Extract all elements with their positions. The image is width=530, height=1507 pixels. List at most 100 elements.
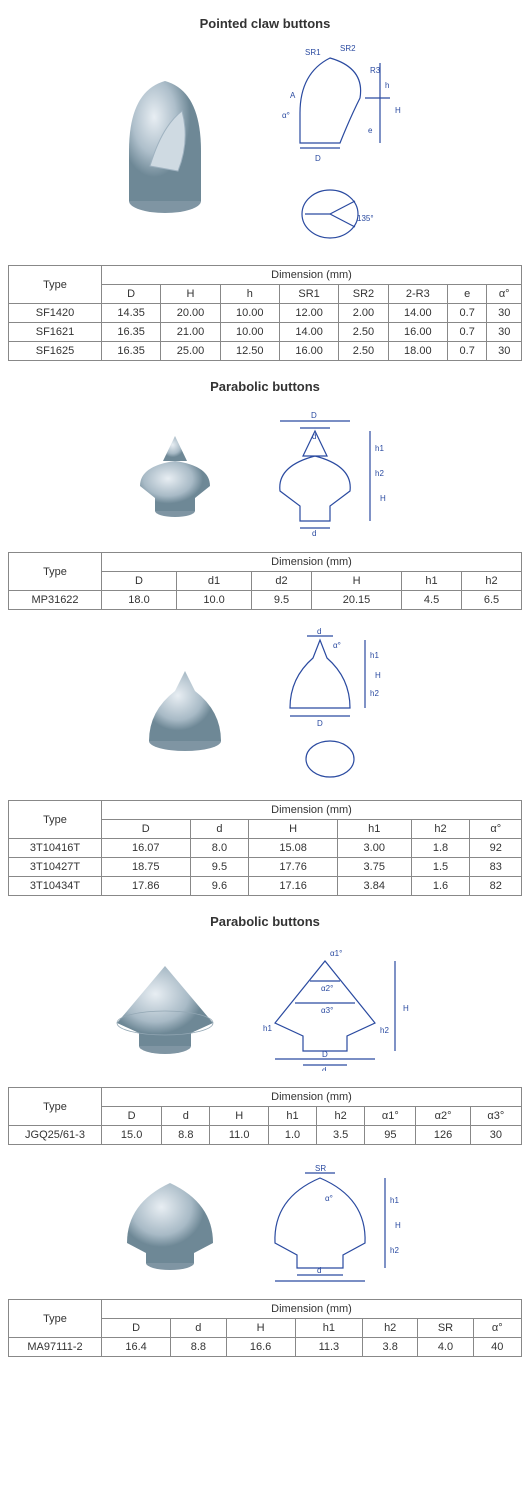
diagram-label: H: [380, 494, 386, 503]
cell: 10.0: [177, 591, 252, 610]
diagram-label: h2: [375, 469, 384, 478]
diagram-label: h: [385, 81, 389, 90]
table-header-row: Type Dimension (mm): [9, 266, 522, 285]
cell: 126: [416, 1126, 470, 1145]
dimension-table: Type Dimension (mm) D H h SR1 SR2 2-R3 e…: [8, 265, 522, 361]
cone-diagram-icon: α1° α2° α3° h1 h2 H d D: [255, 941, 425, 1071]
cell: 6.5: [462, 591, 522, 610]
cell: 0.7: [447, 323, 486, 342]
type-header: Type: [9, 266, 102, 304]
col: SR1: [279, 285, 338, 304]
col: H: [161, 285, 220, 304]
cell: 3.8: [363, 1338, 418, 1357]
cell: 30: [487, 304, 522, 323]
col: H: [210, 1107, 269, 1126]
cell: 20.15: [311, 591, 401, 610]
cell: 18.75: [102, 858, 191, 877]
dim-header: Dimension (mm): [102, 266, 522, 285]
cell: 21.00: [161, 323, 220, 342]
diagram-label: d: [317, 1266, 321, 1275]
dim-header: Dimension (mm): [102, 553, 522, 572]
table-row: 3T10434T17.869.617.163.841.682: [9, 877, 522, 896]
col: d1: [177, 572, 252, 591]
cell: 9.6: [190, 877, 249, 896]
cell: 1.6: [411, 877, 470, 896]
diagram-label: h1: [263, 1024, 272, 1033]
product-render: [135, 656, 235, 756]
cell: 14.00: [279, 323, 338, 342]
diagram-label: D: [322, 1050, 328, 1059]
col: α1°: [365, 1107, 416, 1126]
section-title: Parabolic buttons: [8, 379, 522, 394]
dimension-table: Type Dimension (mm) Dd1d2Hh1h2 MP3162218…: [8, 552, 522, 610]
cell: 2.50: [339, 323, 388, 342]
cell: 18.00: [388, 342, 447, 361]
col: SR: [418, 1319, 473, 1338]
cell: 14.35: [102, 304, 161, 323]
col: D: [102, 1319, 171, 1338]
cell: 3T10427T: [9, 858, 102, 877]
cell: 8.8: [162, 1126, 210, 1145]
col: h1: [402, 572, 462, 591]
diagram-label: α1°: [330, 949, 342, 958]
cell: 1.8: [411, 839, 470, 858]
pointed-claw-render-icon: [110, 71, 220, 221]
cell: 95: [365, 1126, 416, 1145]
cell: 30: [470, 1126, 521, 1145]
diagram-label: H: [395, 106, 401, 115]
cell: 10.00: [220, 323, 279, 342]
cell: 10.00: [220, 304, 279, 323]
col: D: [102, 572, 177, 591]
dimension-table: Type Dimension (mm) DdHh1h2α° 3T10416T16…: [8, 800, 522, 896]
cell: JGQ25/61-3: [9, 1126, 102, 1145]
claw-diagram-icon: SR1 SR2 R3 A h H α° e D: [250, 43, 420, 173]
table-row: SF142014.3520.0010.0012.002.0014.000.730: [9, 304, 522, 323]
cell: SF1625: [9, 342, 102, 361]
diagram-label: α°: [333, 641, 341, 650]
cell: 0.7: [447, 342, 486, 361]
dimension-table: Type Dimension (mm) DdHh1h2SRα° MA97111-…: [8, 1299, 522, 1357]
technical-diagram: D d h1 h2 H d: [255, 406, 405, 536]
col: D: [102, 285, 161, 304]
cell: 30: [487, 323, 522, 342]
cell: 1.0: [268, 1126, 316, 1145]
diagram-label: h1: [370, 651, 379, 660]
col: 2-R3: [388, 285, 447, 304]
cell: 17.76: [249, 858, 338, 877]
technical-diagram: SR1 SR2 R3 A h H α° e D 135°: [250, 43, 420, 249]
cell: 14.00: [388, 304, 447, 323]
diagram-label: H: [375, 671, 381, 680]
cell: 30: [487, 342, 522, 361]
diagram-label: SR2: [340, 44, 356, 53]
diagram-label: A: [290, 91, 296, 100]
diagram-label: H: [403, 1004, 409, 1013]
col: h2: [462, 572, 522, 591]
cell: MP31622: [9, 591, 102, 610]
cell: 20.00: [161, 304, 220, 323]
technical-diagram: α1° α2° α3° h1 h2 H d D: [255, 941, 425, 1071]
cell: 17.86: [102, 877, 191, 896]
cell: 92: [470, 839, 522, 858]
cone-render-icon: [105, 951, 225, 1061]
cell: 11.3: [295, 1338, 362, 1357]
cell: 0.7: [447, 304, 486, 323]
cell: 12.00: [279, 304, 338, 323]
col: D: [102, 820, 191, 839]
product-render: [110, 71, 220, 221]
technical-diagram: d α° h1 h2 H D: [265, 628, 395, 784]
bottom-circle-icon: [300, 734, 360, 784]
col: d: [162, 1107, 210, 1126]
diagram-label: d: [312, 529, 316, 536]
table-header-row: Type Dimension (mm): [9, 1300, 522, 1319]
diagram-label: R3: [370, 66, 381, 75]
cell: 3.84: [337, 877, 411, 896]
cell: 8.0: [190, 839, 249, 858]
cell: 2.00: [339, 304, 388, 323]
cell: 3.5: [317, 1126, 365, 1145]
diagram-label: h2: [370, 689, 379, 698]
dim-header: Dimension (mm): [102, 1088, 522, 1107]
cell: 16.6: [226, 1338, 295, 1357]
dome-render-icon: [115, 1168, 225, 1278]
figure-row: d α° h1 h2 H D: [8, 628, 522, 784]
col: H: [249, 820, 338, 839]
